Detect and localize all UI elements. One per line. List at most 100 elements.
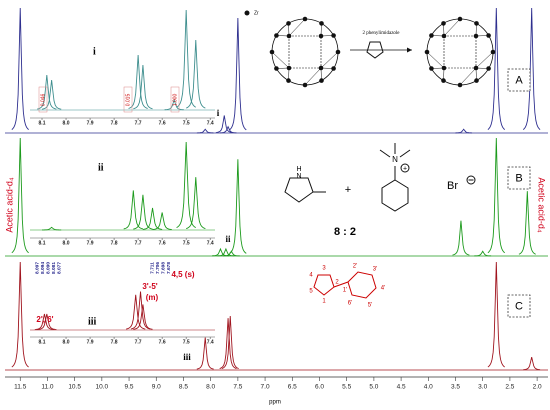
benzene [347,271,377,299]
peak [523,356,541,371]
inset-tick-label: 8.0 [63,240,70,246]
integral-label: 1.000 [172,94,178,107]
linker [288,18,306,37]
peak [452,220,470,256]
atom: H [296,166,301,173]
x-tick-label: 3.0 [478,384,487,391]
zr-node [286,33,292,39]
peak-label: 8.077 [56,262,62,274]
inset-tick-label: 7.4 [207,240,214,246]
panel-box [507,68,531,92]
inset-tick-label: 8.1 [39,339,46,345]
zr-node [318,33,324,39]
charge [466,175,476,185]
x-tick-label: 2.5 [505,384,514,391]
atom: N [296,173,301,180]
peak [133,304,153,330]
inset-label: iii [88,316,97,327]
peak [455,128,473,134]
side-label: Acetic acid-d₄ [4,177,14,233]
peak [215,115,233,133]
peak-mark: i [217,108,220,118]
zr-node [331,33,336,38]
inset-tick-label: 7.5 [183,240,190,246]
bond [379,149,391,158]
linker [426,51,445,69]
peak-label: 7.711 [149,262,155,274]
inset-tick-label: 7.6 [159,120,166,126]
inset-tick-label: 8.0 [63,120,70,126]
inset-tick-label: 7.5 [183,120,190,126]
peak [186,177,206,229]
ring-number: 2 [335,280,339,286]
x-tick-label: 8.5 [179,384,188,391]
x-tick-label: 9.0 [152,384,161,391]
linker [271,51,290,69]
zr-node [486,33,491,38]
side-label: Acetic acid-d₄ [537,177,547,233]
peak [487,137,506,254]
bond [399,149,411,158]
panel-box [507,294,531,318]
linker [475,51,494,69]
peak [522,7,541,130]
peak [229,17,247,131]
inset-tick-label: 7.4 [207,120,214,126]
x-tick-label: 4.5 [397,384,406,391]
ring-number: 2' [353,264,357,270]
charge-sign: + [403,165,407,172]
peak [11,137,29,254]
assignment: 2', 6' [36,315,53,324]
assignment: (m) [146,293,159,302]
peak-label: 8.090 [45,262,51,274]
cage [426,18,494,86]
linker [443,18,461,37]
charge [400,163,410,173]
inset-tick-label: 7.6 [159,339,166,345]
peak [130,291,151,330]
assignment: 3'-5' [142,282,157,291]
peak-mark: iii [183,352,191,362]
panel-label: B [515,172,522,184]
imidazole-icon [366,41,384,59]
x-tick-label: 5.0 [369,384,378,391]
x-tick-label: 6.5 [288,384,297,391]
inset-tick-label: 7.9 [87,120,94,126]
linker [320,51,339,69]
ring-number: 1 [322,299,326,305]
peak [219,318,237,370]
ring-number: 6' [348,301,352,307]
atom: N [392,155,398,164]
peak-label: 8.081 [51,262,57,274]
peak [133,194,153,230]
inset-label: i [93,46,96,57]
peak [126,294,146,330]
panel-label: A [515,74,523,86]
inset-tick-label: 8.0 [63,339,70,345]
legend-text: Zr [254,10,259,16]
ring-number: 4 [309,273,313,279]
zr-node [473,65,479,71]
inset-tick-label: 7.7 [135,240,142,246]
structures: Zr 2 phenylimidazole 8 : 2 Br + N H N + [244,10,476,299]
inset-tick-label: 7.6 [159,240,166,246]
ring [284,177,314,203]
bond [333,281,349,288]
ring-number: 5' [368,303,372,309]
zr-node [441,33,447,39]
peak-label: 8.094 [40,262,46,274]
x-tick-label: 6.0 [315,384,324,391]
cage-inner [443,35,477,69]
peak [133,64,153,110]
x-tick-label: 10.5 [68,384,81,391]
cage [271,18,339,86]
peak [487,7,506,130]
integral-label: 0.046 [40,94,46,107]
zr-node [441,65,447,71]
ratio: 8 : 2 [334,226,356,238]
ring-number: 3' [373,267,377,273]
x-tick-label: 7.5 [233,384,242,391]
linker [459,67,477,86]
panel-box [507,166,531,190]
ring-number: 1' [343,288,347,294]
